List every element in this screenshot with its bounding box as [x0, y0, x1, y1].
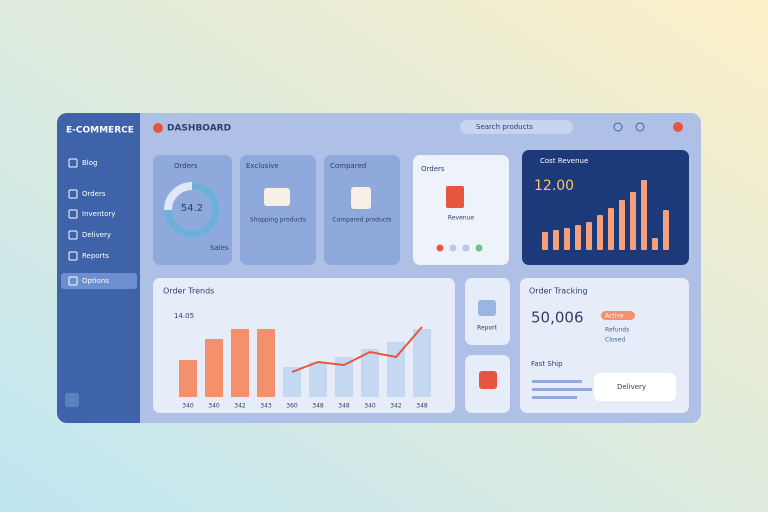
tag: Refunds: [605, 327, 629, 334]
x-label: 340: [208, 403, 220, 410]
bar: [652, 238, 658, 250]
x-label: 343: [260, 403, 272, 410]
dot: [462, 244, 470, 252]
search-box[interactable]: [460, 120, 573, 134]
bar: [641, 180, 647, 250]
x-label: 348: [338, 403, 350, 410]
x-label: 340: [364, 403, 376, 410]
card-title: Order Trends: [163, 287, 214, 296]
card: [240, 155, 316, 265]
card: [324, 155, 400, 265]
card-title: Compared: [330, 162, 366, 170]
tag: Active: [605, 313, 624, 320]
donut-arc: [164, 182, 220, 238]
card-note: Sales: [210, 244, 229, 252]
nav-item[interactable]: Reports: [82, 252, 109, 260]
bar: [283, 367, 301, 397]
card-title: Exclusive: [246, 162, 279, 170]
trend-line: [291, 326, 423, 373]
bar: [231, 329, 249, 397]
x-label: 348: [312, 403, 324, 410]
nav-item[interactable]: Options: [82, 277, 109, 285]
ship-text: Delivery: [617, 383, 646, 391]
bar: [179, 360, 197, 397]
card: [413, 155, 509, 265]
bar: [663, 210, 669, 250]
bar: [608, 208, 614, 250]
icon[interactable]: [635, 122, 645, 132]
x-label: 360: [286, 403, 298, 410]
bar: [413, 329, 431, 397]
card-title: Orders: [421, 165, 445, 173]
bar: [575, 225, 581, 250]
nav-item[interactable]: Orders: [82, 190, 106, 198]
ship-box[interactable]: [594, 373, 676, 401]
nav-icon: [68, 189, 78, 199]
tracking-value: 50,006: [531, 309, 584, 327]
trends-value: 14.05: [174, 312, 194, 320]
x-label: 342: [234, 403, 246, 410]
small-icon: [479, 371, 497, 389]
line: [532, 380, 582, 383]
bar: [553, 230, 559, 250]
dot: [449, 244, 457, 252]
small-icon: [478, 300, 496, 316]
nav-icon: [68, 276, 78, 286]
bar: [361, 349, 379, 397]
search-placeholder: Search products: [476, 123, 533, 131]
bar: [542, 232, 548, 250]
card-text: Shopping products: [250, 217, 306, 224]
card-title: Cost Revenue: [540, 157, 588, 165]
x-label: 348: [416, 403, 428, 410]
small-text: Report: [477, 325, 498, 332]
ship-title: Fast Ship: [531, 360, 563, 368]
card-text: Compared products: [332, 217, 391, 224]
card-title: Order Tracking: [529, 287, 588, 296]
card-icon: [446, 186, 464, 208]
x-label: 342: [390, 403, 402, 410]
card-title: Orders: [174, 162, 198, 170]
settings-icon[interactable]: [65, 393, 79, 407]
brand: E-COMMERCE: [66, 126, 134, 136]
bar: [586, 222, 592, 250]
bar: [630, 192, 636, 250]
nav-icon: [68, 251, 78, 261]
donut-value: 54.2: [181, 203, 203, 214]
card-icon: [351, 187, 371, 209]
revenue-card: [522, 150, 689, 265]
trends-card: [153, 278, 455, 413]
dot: [436, 244, 444, 252]
line: [532, 396, 577, 399]
tag-pill: [601, 311, 635, 320]
nav-item[interactable]: Blog: [82, 159, 97, 167]
nav-icon: [68, 209, 78, 219]
nav-active: [61, 273, 137, 289]
dot: [475, 244, 483, 252]
bar: [335, 357, 353, 397]
page-title: DASHBOARD: [167, 124, 231, 134]
revenue-value: 12.00: [534, 178, 574, 194]
icon[interactable]: [613, 122, 623, 132]
bar: [257, 329, 275, 397]
line: [532, 388, 592, 391]
nav-icon: [68, 158, 78, 168]
card-text: Revenue: [448, 215, 474, 222]
nav-item[interactable]: Inventory: [82, 210, 115, 218]
bar: [205, 339, 223, 397]
nav-icon: [68, 230, 78, 240]
sidebar: [57, 113, 140, 423]
card: [153, 155, 232, 265]
bar: [564, 228, 570, 250]
x-label: 340: [182, 403, 194, 410]
card-icon: [264, 188, 290, 206]
logo: [153, 123, 163, 133]
tag: Closed: [605, 337, 625, 344]
avatar[interactable]: [673, 122, 683, 132]
bar: [619, 200, 625, 250]
bar: [597, 215, 603, 250]
nav-item[interactable]: Delivery: [82, 231, 111, 239]
bar: [309, 362, 327, 397]
